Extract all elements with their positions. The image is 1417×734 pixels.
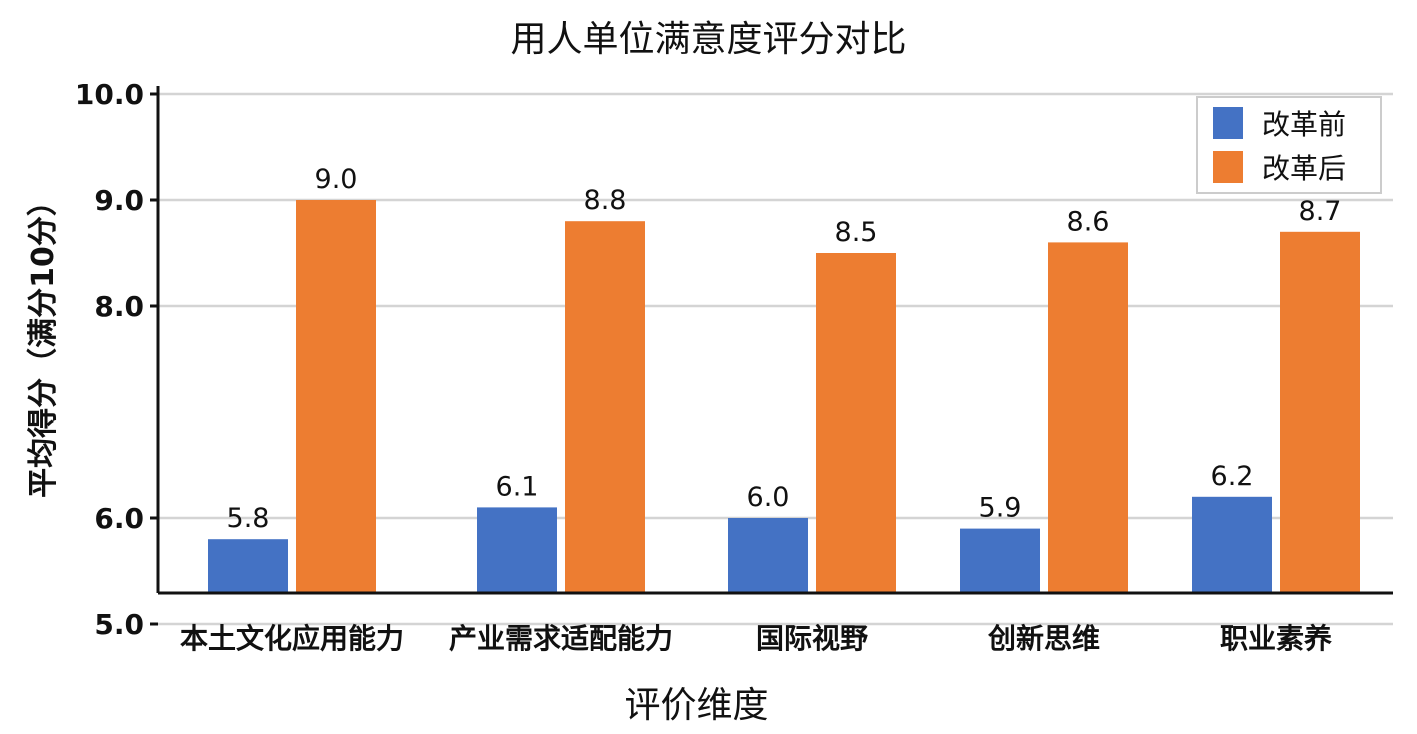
bar-after — [565, 221, 645, 593]
bar-before — [960, 528, 1040, 593]
y-tick-label: 9.0 — [94, 184, 144, 217]
y-tick-label: 8.0 — [94, 290, 144, 323]
data-label: 8.8 — [584, 185, 627, 216]
data-label: 5.8 — [227, 503, 270, 534]
bar-after — [1048, 242, 1128, 593]
bar-after — [816, 253, 896, 593]
y-tick-label: 5.0 — [94, 608, 144, 641]
data-label: 8.7 — [1299, 196, 1342, 227]
legend-swatch — [1213, 107, 1243, 139]
bars: 5.8 9.0 6.1 8.8 6.0 8.5 5.9 8.6 6.2 8.7 — [208, 164, 1360, 594]
x-axis-label: 评价维度 — [624, 685, 769, 726]
axes — [156, 86, 1393, 595]
category-label: 职业素养 — [1220, 622, 1332, 655]
data-label: 6.2 — [1211, 461, 1254, 492]
y-tick-label: 6.0 — [94, 502, 144, 535]
data-label: 9.0 — [315, 164, 358, 195]
legend-label: 改革前 — [1262, 108, 1346, 141]
category-labels: 本土文化应用能力 产业需求适配能力 国际视野 创新思维 职业素养 — [180, 622, 1332, 655]
legend-swatch — [1213, 151, 1243, 183]
legend-label: 改革后 — [1262, 152, 1346, 185]
chart-title: 用人单位满意度评分对比 — [510, 19, 907, 60]
bar-before — [477, 507, 557, 593]
bar-after — [1280, 231, 1360, 594]
category-label: 产业需求适配能力 — [449, 622, 673, 655]
data-label: 6.1 — [496, 471, 539, 502]
bar-after — [296, 200, 376, 593]
bar-before — [1192, 496, 1272, 593]
bar-before — [728, 518, 808, 593]
category-label: 创新思维 — [987, 622, 1100, 655]
y-tick-label: 10.0 — [75, 78, 144, 111]
data-label: 8.6 — [1067, 206, 1110, 237]
data-label: 6.0 — [747, 482, 790, 513]
y-axis-ticks: 5.0 6.0 8.0 9.0 10.0 — [75, 78, 158, 641]
data-label: 8.5 — [835, 217, 878, 248]
category-label: 本土文化应用能力 — [180, 622, 404, 655]
category-label: 国际视野 — [756, 622, 868, 655]
data-label: 5.9 — [979, 493, 1022, 524]
bar-before — [208, 539, 288, 593]
